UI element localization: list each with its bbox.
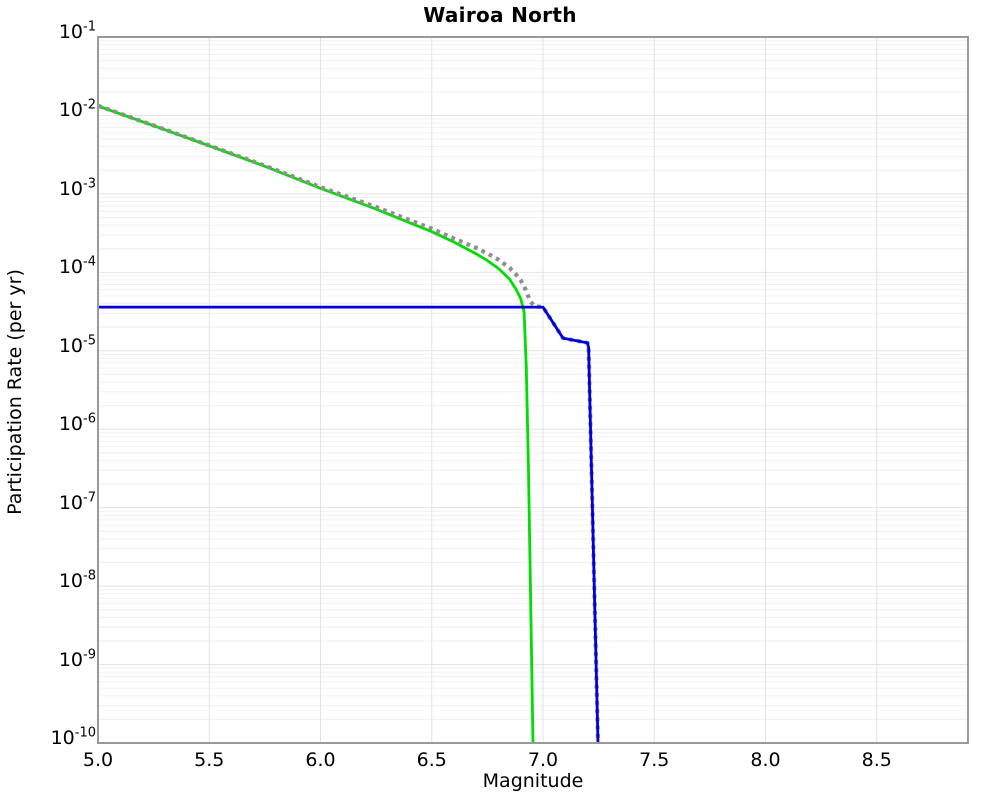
- x-tick-label: 6.0: [305, 749, 336, 771]
- y-tick-label: 10-10: [50, 725, 96, 749]
- y-tick-label: 10-2: [58, 98, 96, 122]
- x-tick-label: 5.0: [82, 749, 114, 771]
- x-tick-label: 6.5: [416, 749, 447, 771]
- x-tick-label: 7.5: [639, 749, 670, 771]
- x-tick-label: 8.5: [861, 749, 892, 771]
- chart-title: Wairoa North: [423, 3, 577, 27]
- x-tick-label: 8.0: [750, 749, 781, 771]
- x-tick-label: 7.0: [527, 749, 559, 771]
- y-tick-label: 10-3: [58, 176, 96, 200]
- series-blue-solid: [98, 305, 600, 744]
- y-tick-label: 10-1: [58, 19, 96, 43]
- x-tick-label: 5.5: [194, 749, 225, 771]
- x-axis-title: Magnitude: [482, 770, 584, 792]
- y-tick-label: 10-9: [58, 647, 96, 671]
- y-tick-label: 10-4: [58, 255, 96, 279]
- y-tick-label: 10-8: [58, 568, 96, 593]
- y-tick-label: 10-7: [58, 490, 96, 514]
- series-green-solid: [97, 104, 535, 744]
- y-tick-label: 10-5: [58, 333, 96, 357]
- plot-border: [97, 36, 969, 744]
- y-tick-label: 10-6: [58, 411, 96, 436]
